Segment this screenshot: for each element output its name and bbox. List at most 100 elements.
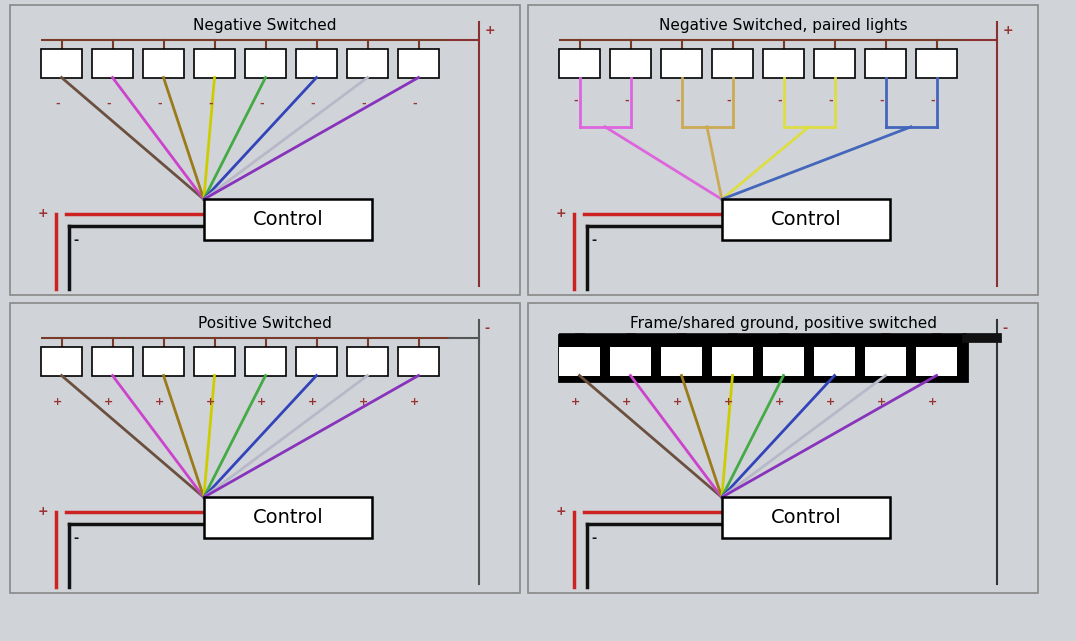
Text: -: - — [592, 533, 597, 545]
Bar — [558, 49, 600, 78]
Text: +: + — [622, 397, 632, 406]
Text: -: - — [55, 99, 60, 108]
Bar — [194, 49, 236, 78]
Bar — [41, 49, 83, 78]
Text: -: - — [74, 235, 79, 247]
Bar — [661, 347, 702, 376]
Text: +: + — [555, 505, 566, 518]
Bar — [296, 347, 338, 376]
Bar — [813, 49, 855, 78]
Text: -: - — [879, 96, 883, 106]
Text: -: - — [208, 99, 213, 108]
Bar — [763, 49, 805, 78]
Text: -: - — [362, 99, 366, 108]
Text: Control: Control — [770, 210, 841, 229]
Bar — [661, 49, 703, 78]
Text: +: + — [308, 397, 317, 406]
Text: +: + — [1003, 24, 1013, 37]
Bar — [561, 347, 599, 374]
Text: Frame/shared ground, positive switched: Frame/shared ground, positive switched — [629, 316, 936, 331]
Text: -: - — [259, 99, 264, 108]
Text: Control: Control — [770, 508, 841, 527]
Bar — [203, 199, 372, 240]
Bar — [398, 347, 439, 376]
Bar — [815, 347, 855, 376]
Bar — [10, 5, 520, 295]
Bar — [712, 347, 753, 376]
Bar — [722, 199, 890, 240]
Text: -: - — [107, 99, 111, 108]
Bar — [143, 49, 184, 78]
Bar — [610, 347, 651, 376]
Text: +: + — [826, 397, 835, 406]
Text: +: + — [155, 397, 165, 406]
Text: -: - — [777, 96, 782, 106]
Bar — [916, 347, 957, 376]
Bar — [346, 347, 388, 376]
Text: +: + — [38, 505, 48, 518]
Text: +: + — [484, 24, 495, 37]
Text: +: + — [877, 397, 887, 406]
Bar — [528, 5, 1038, 295]
Bar — [865, 347, 906, 376]
Text: +: + — [206, 397, 215, 406]
Text: +: + — [38, 207, 48, 220]
Text: Negative Switched, paired lights: Negative Switched, paired lights — [659, 18, 907, 33]
Bar — [91, 49, 133, 78]
Text: -: - — [574, 96, 578, 106]
Bar — [722, 497, 890, 538]
Bar — [244, 347, 286, 376]
Bar — [41, 347, 83, 376]
Text: +: + — [104, 397, 113, 406]
Text: +: + — [359, 397, 368, 406]
Text: +: + — [555, 207, 566, 220]
Bar — [916, 49, 958, 78]
Text: +: + — [928, 397, 937, 406]
Bar — [203, 497, 372, 538]
Text: -: - — [726, 96, 731, 106]
Text: -: - — [412, 99, 416, 108]
Text: Positive Switched: Positive Switched — [198, 316, 331, 331]
Text: -: - — [157, 99, 161, 108]
Bar — [91, 347, 133, 376]
Bar — [194, 347, 236, 376]
Bar — [346, 49, 388, 78]
Text: Control: Control — [253, 508, 323, 527]
Text: +: + — [571, 397, 580, 406]
Bar — [816, 347, 854, 374]
Text: +: + — [53, 397, 62, 406]
Text: +: + — [672, 397, 682, 406]
Bar — [918, 347, 957, 374]
Text: Control: Control — [253, 210, 323, 229]
Bar — [143, 347, 184, 376]
Bar — [865, 49, 906, 78]
Text: -: - — [624, 96, 628, 106]
Bar — [10, 303, 520, 593]
Bar — [528, 303, 1038, 593]
Bar — [296, 49, 338, 78]
Text: -: - — [484, 322, 490, 335]
Text: Negative Switched: Negative Switched — [194, 18, 337, 33]
Bar — [611, 347, 650, 374]
Bar — [713, 347, 752, 374]
Text: -: - — [74, 533, 79, 545]
Text: +: + — [724, 397, 733, 406]
Text: +: + — [410, 397, 420, 406]
Text: -: - — [1003, 322, 1007, 335]
Bar — [398, 49, 439, 78]
Bar — [560, 347, 600, 376]
Text: +: + — [775, 397, 784, 406]
Text: -: - — [310, 99, 315, 108]
Text: -: - — [592, 235, 597, 247]
Bar — [711, 49, 753, 78]
Bar — [765, 347, 804, 374]
Bar — [244, 49, 286, 78]
Text: -: - — [930, 96, 935, 106]
Bar — [763, 347, 804, 376]
Bar — [866, 347, 905, 374]
Bar — [663, 347, 702, 374]
Bar — [558, 335, 966, 381]
Text: -: - — [829, 96, 833, 106]
Text: +: + — [257, 397, 266, 406]
Text: -: - — [676, 96, 680, 106]
